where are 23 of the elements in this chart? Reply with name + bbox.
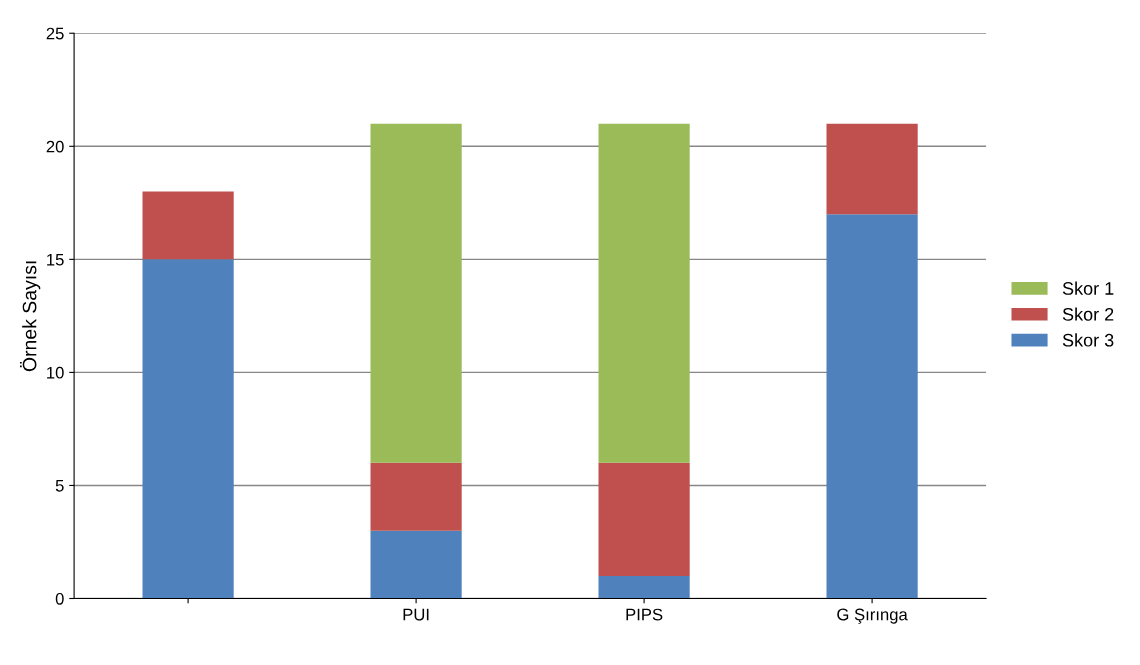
bar (142, 191, 234, 260)
x-tick-label: PIPS (626, 608, 663, 621)
bar (142, 259, 234, 599)
bar (598, 123, 690, 463)
legend-label: Skor 3 (1062, 333, 1114, 347)
x-tick-label: PUI (403, 608, 429, 621)
y-tick-label: 0 (55, 592, 64, 605)
bar (826, 123, 918, 215)
bar (370, 530, 462, 599)
y-axis-title: Örnek Sayısı (19, 261, 41, 372)
x-tick-label: G Şırınga (837, 608, 908, 624)
bar (370, 123, 462, 463)
bar (370, 462, 462, 531)
bar (826, 214, 918, 599)
y-tick-label: 15 (47, 253, 64, 266)
bar (598, 462, 690, 576)
legend-label: Skor 1 (1062, 281, 1114, 295)
y-tick-label: 20 (46, 140, 64, 153)
y-tick-label: 10 (47, 366, 64, 379)
y-tick-label: 25 (46, 27, 64, 40)
bar (598, 575, 690, 599)
y-tick-label: 5 (55, 480, 64, 492)
legend-label: Skor 2 (1062, 307, 1114, 321)
